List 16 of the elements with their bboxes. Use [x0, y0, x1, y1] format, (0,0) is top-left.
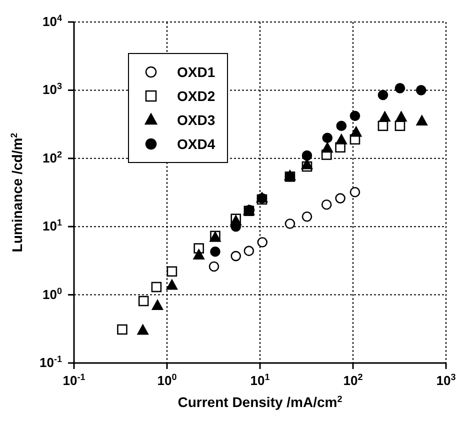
- y-tick-label: 10$^{2}$: [42, 149, 62, 166]
- y-tick-label: 10$^{4}$: [42, 13, 62, 29]
- x-tick-label: 10$^{1}$: [250, 372, 270, 388]
- x-tick-label: 10$^{3}$: [436, 372, 456, 388]
- y-tick-label: 10$^{-1}$: [40, 354, 62, 370]
- y-tick-label: 10$^{3}$: [42, 81, 62, 98]
- legend-label: OXD2: [177, 88, 216, 104]
- x-tick-label: 10$^{2}$: [343, 372, 363, 388]
- legend-label: OXD3: [177, 112, 216, 128]
- legend-label: OXD4: [177, 136, 216, 152]
- x-tick-label: 10$^{0}$: [157, 372, 177, 388]
- x-axis-title: Current Density /mA/cm$^{2}$: [178, 394, 342, 410]
- x-tick-label: 10$^{-1}$: [62, 372, 86, 388]
- y-tick-label: 10$^{1}$: [42, 218, 62, 234]
- legend-label: OXD1: [177, 64, 216, 80]
- y-tick-label: 10$^{0}$: [42, 286, 62, 302]
